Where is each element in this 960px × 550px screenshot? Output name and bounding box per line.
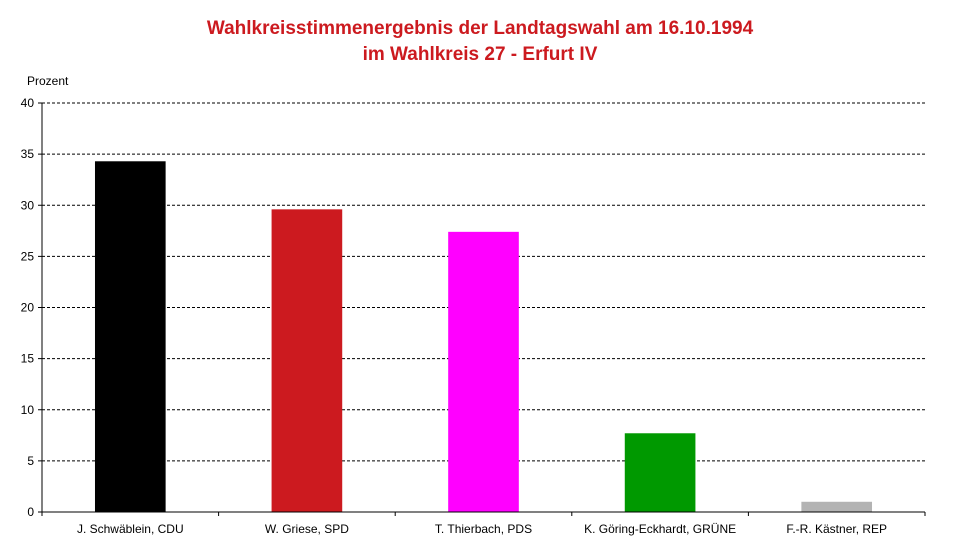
- bar: [448, 231, 519, 512]
- bar: [624, 433, 696, 512]
- bar: [94, 161, 166, 512]
- y-tick-label: 15: [21, 352, 35, 366]
- y-tick-label: 20: [21, 301, 35, 315]
- y-tick-label: 40: [21, 96, 35, 110]
- bar: [801, 501, 873, 512]
- y-tick-label: 5: [27, 454, 34, 468]
- chart-title: Wahlkreisstimmenergebnis der Landtagswah…: [206, 18, 754, 39]
- axes: [38, 102, 926, 516]
- y-tick-label: 25: [21, 249, 35, 263]
- x-tick-label: J. Schwäblein, CDU: [77, 522, 184, 536]
- x-tick-label: T. Thierbach, PDS: [435, 522, 532, 536]
- gridlines: [42, 102, 925, 462]
- x-tick-label: W. Griese, SPD: [265, 522, 349, 536]
- y-tick-label: 0: [27, 505, 34, 519]
- y-tick-label: 35: [21, 147, 35, 161]
- x-tick-label: F.-R. Kästner, REP: [786, 522, 887, 536]
- y-tick-labels: 0 5 10 15 20 25 30 35 40: [21, 96, 35, 519]
- bars: [94, 161, 873, 512]
- chart-subtitle: im Wahlkreis 27 - Erfurt IV: [362, 44, 598, 65]
- y-axis-label: Prozent: [27, 74, 69, 88]
- y-tick-label: 30: [21, 198, 35, 212]
- x-tick-label: K. Göring-Eckhardt, GRÜNE: [584, 522, 736, 536]
- bar: [271, 209, 343, 512]
- x-tick-labels: J. Schwäblein, CDU W. Griese, SPD T. Thier…: [77, 522, 887, 536]
- y-tick-label: 10: [21, 403, 35, 417]
